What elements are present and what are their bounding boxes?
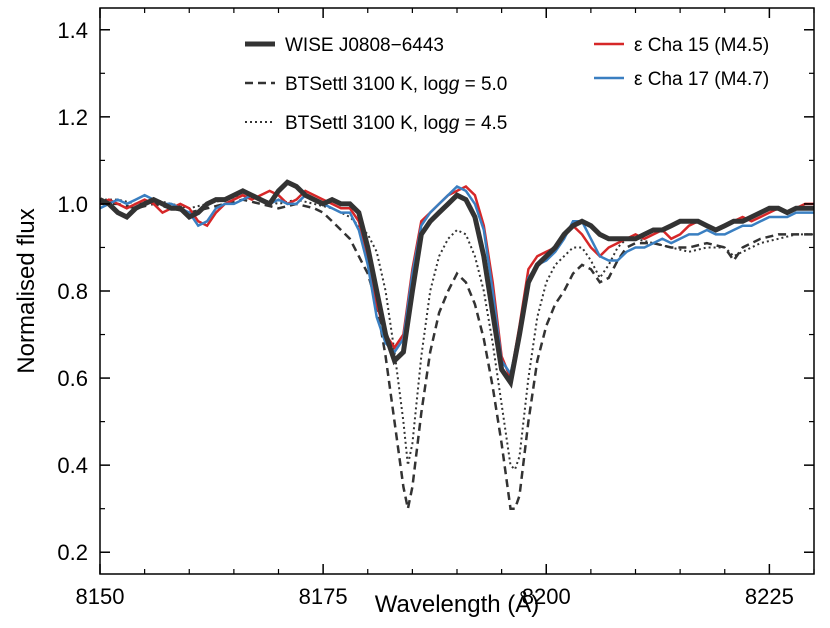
legend-label-3: ε Cha 15 (M4.5) [634, 35, 769, 56]
y-tick-label: 1.0 [57, 192, 88, 217]
y-tick-label: 1.4 [57, 18, 88, 43]
ticks-layer: 8150 8175 8200 8225 0.2 0.4 0.6 0.8 1.0 1.2 1.4 [57, 8, 815, 609]
x-tick-label: 8225 [745, 584, 794, 609]
y-tick-label: 1.2 [57, 105, 88, 130]
legend-label-0: WISE J0808−6443 [285, 35, 444, 56]
y-tick-label: 0.2 [57, 540, 88, 565]
x-axis-label: Wavelength (Å) [375, 590, 540, 618]
series-line-4 [100, 184, 814, 377]
legend-label-1: BTSettl 3100 K, logg = 5.0 [285, 74, 507, 95]
series-line-3 [100, 184, 814, 383]
series-layer [100, 179, 814, 510]
legend-label-2: BTSettl 3100 K, logg = 4.5 [285, 113, 507, 134]
x-tick-label: 8200 [522, 584, 571, 609]
legend-label-4: ε Cha 17 (M4.7) [634, 69, 769, 90]
x-tick-label: 8150 [76, 584, 125, 609]
y-axis-label: Normalised flux [13, 208, 40, 373]
series-line-0 [100, 179, 814, 389]
y-tick-label: 0.8 [57, 279, 88, 304]
x-tick-label: 8175 [299, 584, 348, 609]
series-line-2 [100, 194, 814, 472]
y-tick-label: 0.6 [57, 366, 88, 391]
y-tick-label: 0.4 [57, 453, 88, 478]
legend: WISE J0808−6443 BTSettl 3100 K, logg = 5.… [245, 35, 769, 134]
series-line-1 [100, 198, 814, 510]
